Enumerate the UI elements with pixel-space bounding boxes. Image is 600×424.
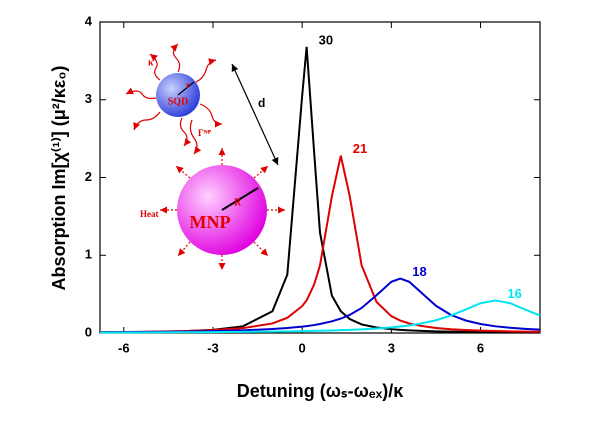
series-label: 18 (412, 264, 426, 279)
series-line (99, 277, 541, 334)
inset-diagram: SQD MNP κ r Γᴺᴾ Heat R d (125, 43, 285, 270)
series-label: 16 (507, 286, 521, 301)
series-line (99, 299, 541, 334)
kappa-label: κ (148, 57, 154, 68)
emission-arrow (199, 103, 223, 128)
emission-arrow (179, 117, 192, 147)
x-axis-label: Detuning (ωₛ-ωₑₓ)/κ (237, 381, 404, 401)
y-tick-label: 3 (85, 91, 92, 106)
emission-arrow (133, 111, 161, 131)
energy-arrow (189, 119, 202, 155)
x-tick-label: -6 (118, 340, 130, 355)
emission-arrow (170, 43, 181, 73)
distance-arrow (231, 63, 279, 166)
y-tick-label: 2 (85, 169, 92, 184)
x-tick-label: -3 (207, 340, 219, 355)
series-line (99, 46, 541, 334)
series-label: 21 (353, 141, 367, 156)
emission-arrow (195, 58, 217, 83)
x-tick-label: 3 (388, 340, 395, 355)
x-tick-label: 0 (299, 340, 306, 355)
radius-line (177, 81, 195, 96)
sqd-label: SQD (168, 96, 189, 107)
heat-arrow (253, 241, 269, 257)
y-tick-label: 4 (85, 13, 93, 28)
series-line (99, 155, 541, 334)
d-label: d (258, 96, 265, 110)
y-tick-label: 0 (85, 324, 92, 339)
heat-arrow (177, 241, 191, 257)
emission-arrow (149, 53, 161, 81)
gamma-label: Γᴺᴾ (198, 128, 212, 138)
series-label: 30 (319, 32, 333, 47)
y-axis-label: Absorption Im[χ⁽¹⁾] (μ²/κε₀) (49, 66, 69, 291)
x-tick-label: 6 (477, 340, 484, 355)
heat-arrow (175, 165, 191, 179)
radius-line (221, 187, 259, 211)
emission-arrow (125, 87, 157, 100)
heat-arrow (253, 165, 269, 179)
mnp-label: MNP (190, 212, 231, 232)
plot-frame (99, 21, 541, 334)
R-label: R (234, 197, 242, 208)
r-label: r (186, 80, 190, 90)
y-tick-label: 1 (85, 247, 92, 262)
heat-label: Heat (140, 209, 159, 219)
